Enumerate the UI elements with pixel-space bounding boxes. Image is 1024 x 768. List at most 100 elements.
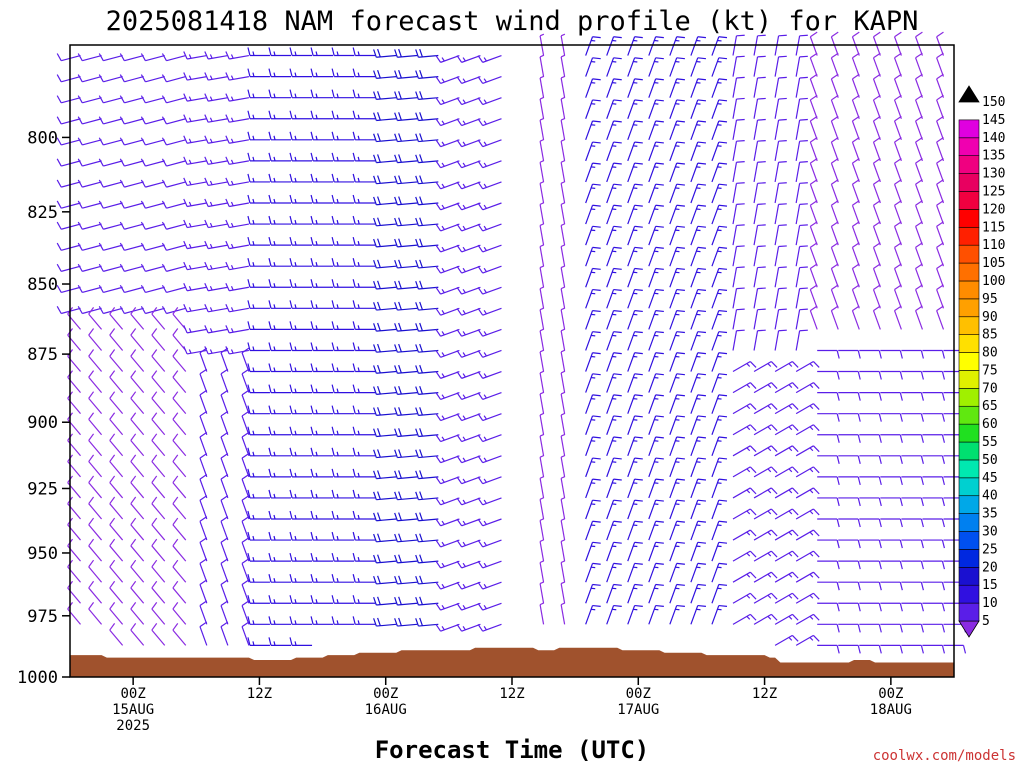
wind-barb [648, 457, 664, 478]
wind-barb [247, 531, 270, 541]
wind-barb [435, 518, 460, 527]
wind-barb [774, 613, 799, 625]
wind-barb [795, 403, 820, 415]
wind-barb [310, 173, 334, 183]
wind-barb [606, 478, 622, 499]
wind-barb [140, 242, 165, 251]
wind-barb [795, 97, 808, 119]
wind-barb [456, 349, 481, 358]
wind-barb [225, 325, 250, 334]
wind-barb [352, 489, 376, 499]
wind-barb [98, 179, 123, 188]
colorbar-label: 40 [982, 489, 998, 504]
wind-barb [394, 48, 418, 58]
wind-barb [560, 497, 566, 520]
wind-barb [247, 384, 270, 394]
wind-barb [669, 310, 685, 330]
wind-barb [204, 325, 228, 334]
wind-barb [585, 183, 601, 204]
wind-barb [711, 373, 728, 393]
wind-barb [435, 455, 460, 464]
wind-barb [310, 279, 334, 288]
wind-barb [435, 370, 460, 379]
wind-barb [456, 518, 481, 527]
wind-barb [859, 455, 882, 464]
wind-barb [435, 286, 460, 295]
colorbar-swatch [958, 423, 980, 443]
wind-barb [415, 407, 439, 417]
wind-barb [435, 97, 460, 106]
wind-barb [415, 259, 439, 269]
wind-barb [830, 200, 839, 225]
wind-barb [851, 52, 860, 77]
wind-barb [690, 141, 707, 162]
wind-barb [435, 392, 460, 401]
wind-barb [88, 517, 103, 541]
wind-barb [539, 181, 545, 204]
x-tick-label: 18AUG [870, 702, 912, 718]
wind-barb [98, 95, 123, 104]
colorbar-label: 15 [982, 578, 998, 593]
wind-barb [151, 349, 166, 372]
wind-barb [627, 78, 643, 98]
wind-barb [88, 496, 103, 520]
wind-barb [241, 431, 250, 457]
wind-barb [851, 158, 860, 183]
wind-barb [331, 173, 355, 183]
wind-barb [247, 468, 270, 478]
wind-barb [394, 428, 418, 438]
wind-barb [88, 538, 103, 562]
wind-barb [809, 52, 818, 77]
wind-barb [795, 161, 808, 183]
wind-barb [795, 182, 808, 204]
wind-barb [477, 328, 502, 337]
wind-barb [585, 520, 601, 541]
wind-barb [130, 328, 145, 351]
wind-barb [183, 219, 207, 229]
wind-barb [140, 306, 165, 315]
wind-barb [247, 236, 270, 246]
wind-barb [753, 182, 766, 204]
wind-barb [151, 454, 166, 478]
wind-barb [373, 91, 397, 101]
wind-barb [247, 47, 270, 57]
wind-barb [922, 539, 946, 549]
wind-barb [98, 53, 123, 62]
wind-barb [774, 76, 787, 98]
wind-barb [220, 537, 229, 562]
wind-barb [669, 36, 685, 56]
wind-barb [669, 541, 685, 562]
wind-barb [585, 267, 601, 288]
wind-barb [711, 99, 728, 119]
wind-barb [880, 644, 903, 654]
wind-barb [373, 449, 397, 459]
wind-barb [606, 99, 622, 119]
wind-barb [477, 392, 502, 401]
wind-barb [172, 475, 187, 499]
wind-barb [477, 265, 502, 274]
wind-barb [352, 552, 376, 562]
wind-barb [373, 196, 397, 206]
wind-barb [310, 574, 334, 583]
wind-barb [151, 538, 166, 562]
wind-barb [310, 194, 334, 204]
wind-barb [220, 452, 229, 478]
wind-barb [130, 412, 145, 436]
wind-barb [817, 392, 840, 401]
wind-barb [130, 349, 145, 372]
wind-barb [711, 604, 728, 625]
wind-barb [435, 349, 460, 358]
colorbar-swatch [958, 549, 980, 568]
wind-barb [711, 583, 728, 604]
wind-barb [98, 116, 123, 125]
wind-barb [77, 306, 102, 315]
credit-text: coolwx.com/models [873, 748, 1016, 764]
wind-barb [477, 476, 502, 485]
wind-barb [415, 91, 439, 101]
wind-barb [456, 54, 481, 63]
wind-barb [331, 510, 355, 520]
wind-barb [289, 47, 313, 57]
wind-barb [415, 217, 439, 227]
wind-barb [560, 560, 566, 583]
wind-barb [732, 329, 745, 351]
